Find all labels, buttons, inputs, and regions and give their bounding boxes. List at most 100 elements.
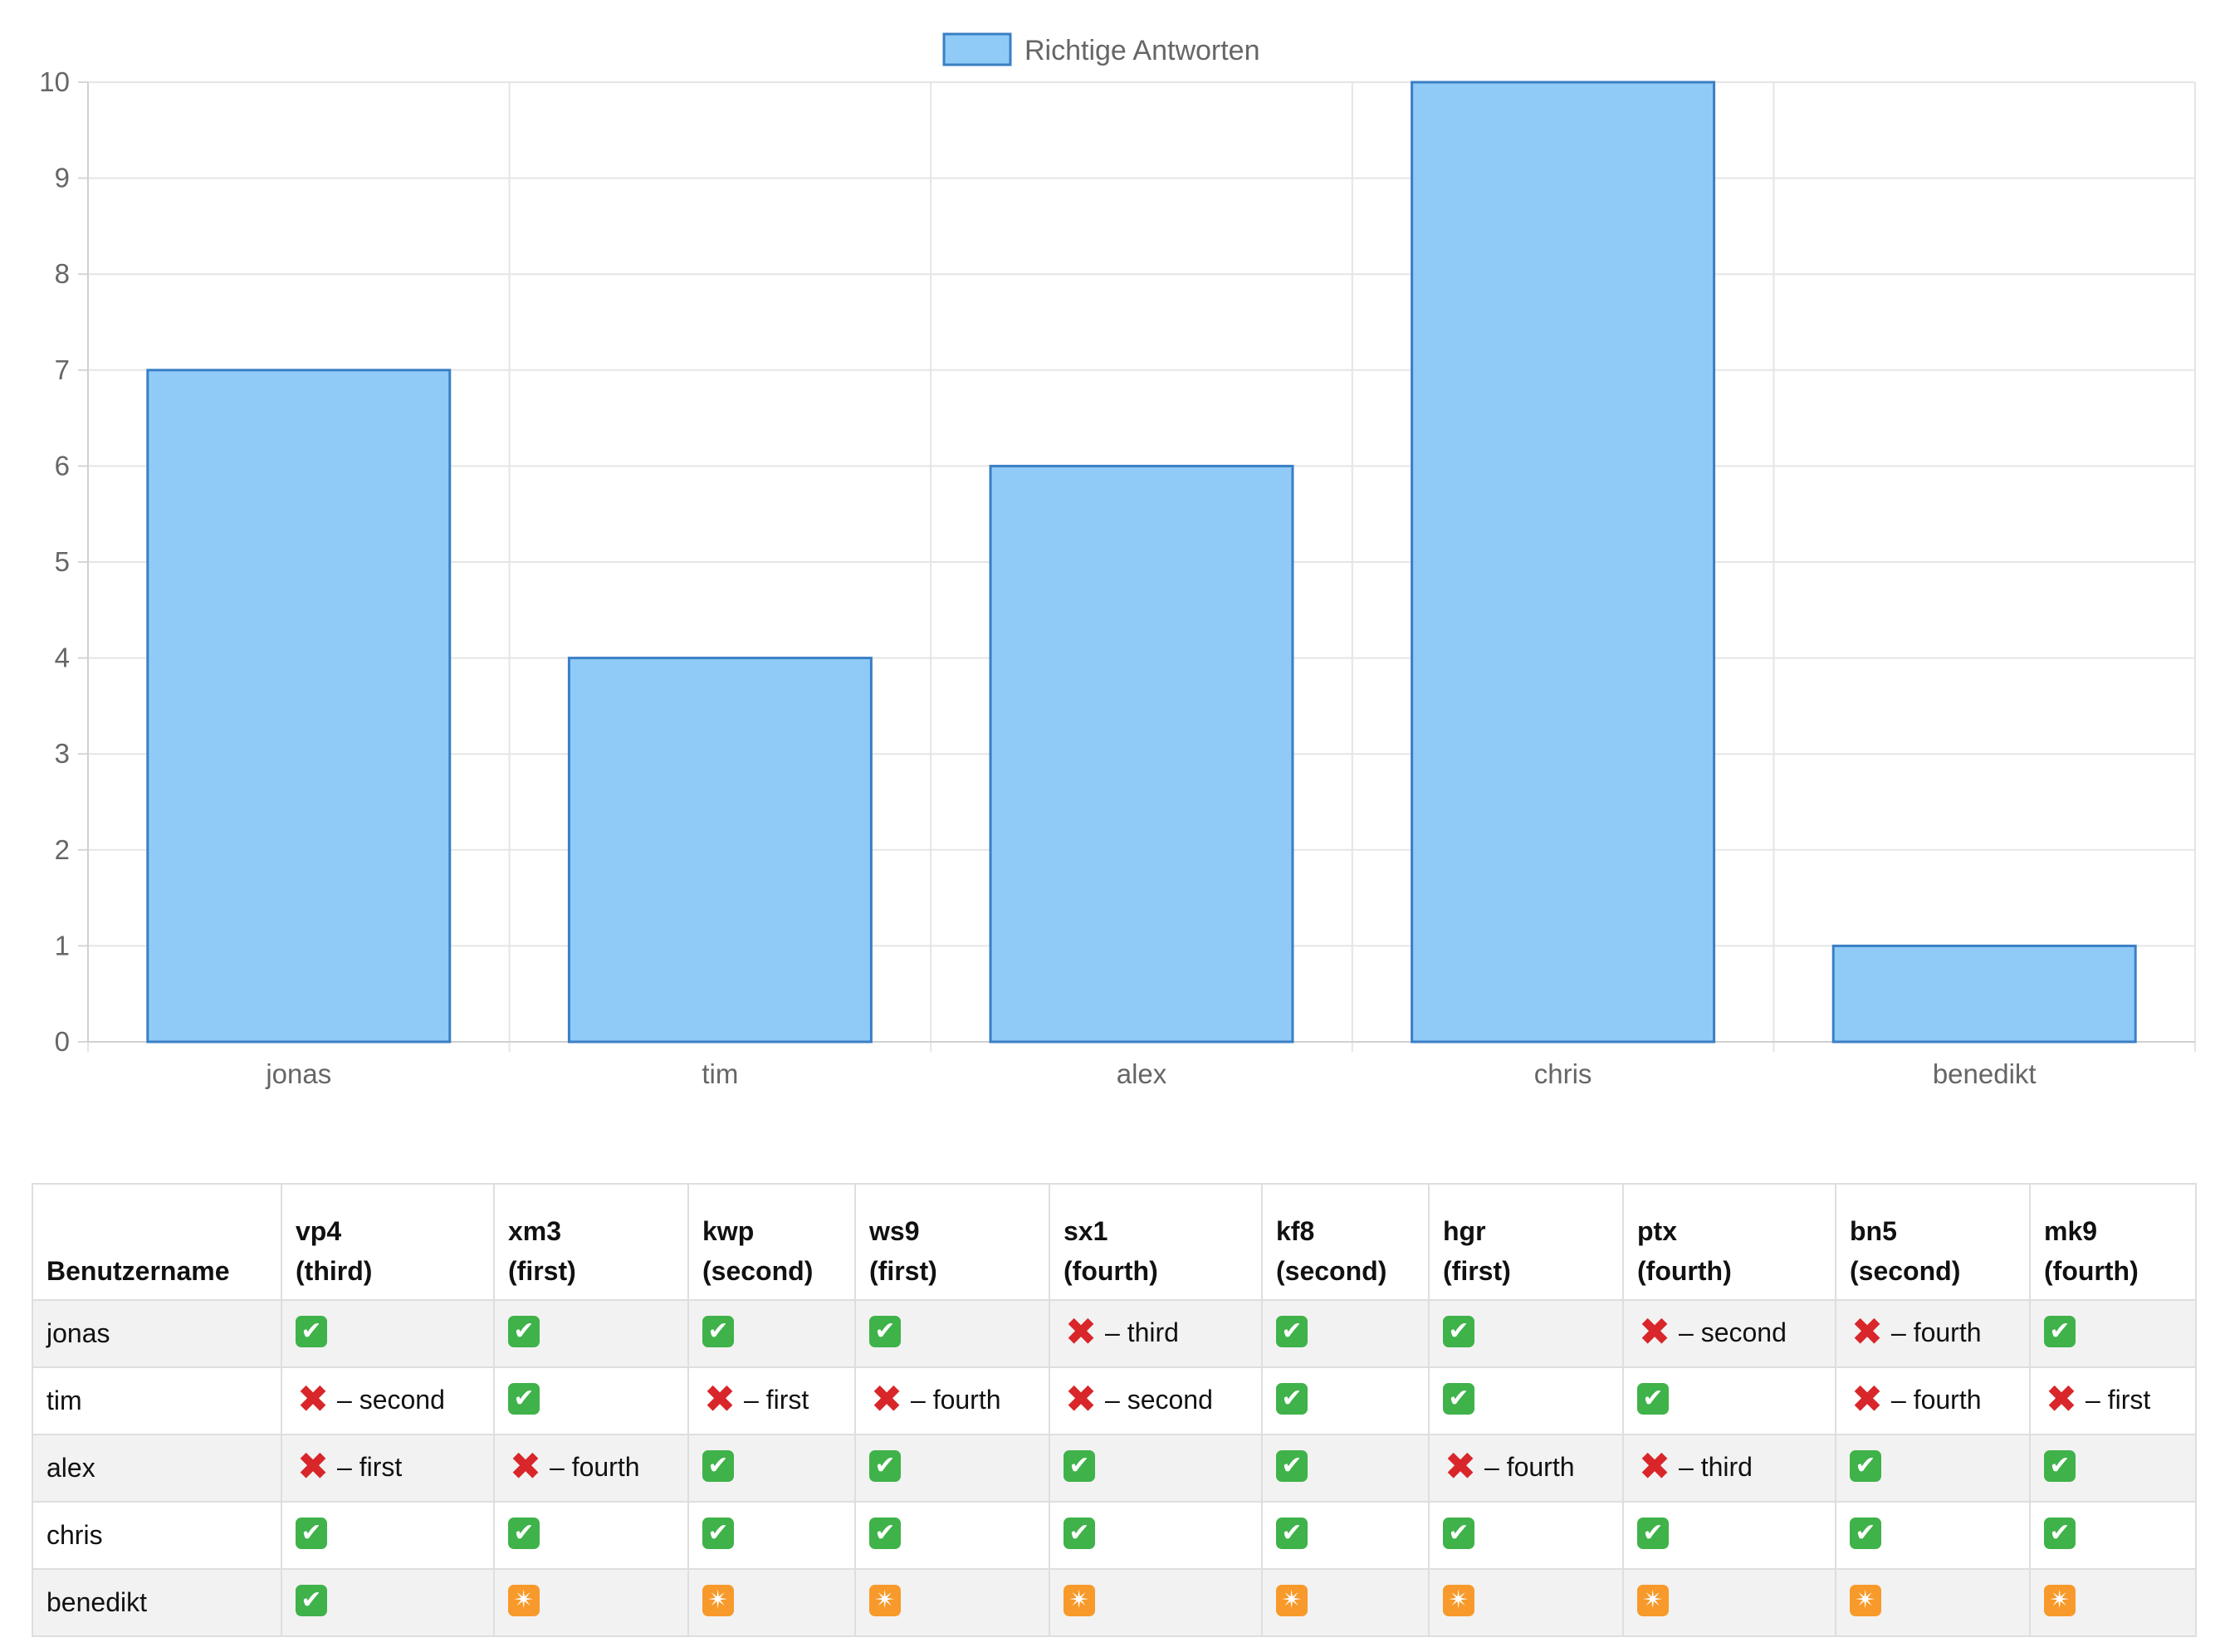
cross-mark-icon: ✖	[1444, 1444, 1477, 1489]
answer-cell: ✴	[1835, 1568, 2031, 1637]
cross-mark-icon: ✖	[870, 1376, 903, 1422]
answer-cell: ✔	[2029, 1299, 2197, 1368]
check-mark-button-icon: ✔	[2044, 1450, 2076, 1483]
wrong-answer-note: – first	[337, 1451, 403, 1482]
question-answer: (first)	[508, 1256, 576, 1286]
table-row: benedikt ✔ ✴ ✴ ✴ ✴ ✴ ✴ ✴ ✴ ✴	[32, 1568, 2197, 1637]
eight-pointed-star-icon: ✴	[702, 1585, 734, 1617]
username-cell: jonas	[32, 1299, 282, 1368]
bar-chris[interactable]	[1411, 81, 1716, 1043]
x-tick-label: benedikt	[1933, 1058, 2037, 1089]
check-mark-button-icon: ✔	[1637, 1383, 1669, 1415]
check-mark-button-icon: ✔	[296, 1585, 327, 1617]
y-axis: 0 1 2 3 4 5 6 7 8 9 10	[39, 66, 89, 1057]
answer-cell: ✔	[1261, 1299, 1430, 1368]
answer-cell: ✖ – third	[1622, 1434, 1836, 1503]
check-mark-button-icon: ✔	[702, 1518, 734, 1550]
cross-mark-icon: ✖	[509, 1444, 542, 1489]
answer-cell: ✴	[493, 1568, 689, 1637]
check-mark-button-icon: ✔	[508, 1518, 540, 1550]
answer-cell: ✖ – second	[1622, 1299, 1836, 1368]
bar-alex[interactable]	[989, 464, 1294, 1043]
wrong-answer-note: – fourth	[911, 1384, 1001, 1415]
answer-cell: ✴	[1428, 1568, 1624, 1637]
check-mark-button-icon: ✔	[1064, 1518, 1095, 1550]
answer-cell: ✖ – fourth	[854, 1366, 1050, 1435]
question-answer: (second)	[1276, 1256, 1387, 1286]
wrong-answer-note: – fourth	[1891, 1384, 1982, 1415]
username-cell: chris	[32, 1501, 282, 1570]
question-answer: (first)	[1443, 1256, 1511, 1286]
check-mark-button-icon: ✔	[1637, 1518, 1669, 1550]
answer-cell: ✔	[2029, 1434, 2197, 1503]
answer-cell: ✖ – fourth	[493, 1434, 689, 1503]
question-code: kwp	[702, 1216, 755, 1246]
answer-cell: ✔	[493, 1299, 689, 1368]
question-code: ws9	[869, 1216, 920, 1246]
answer-cell: ✔	[2029, 1501, 2197, 1570]
eight-pointed-star-icon: ✴	[1637, 1585, 1669, 1617]
answer-cell: ✖ – second	[281, 1366, 495, 1435]
cross-mark-icon: ✖	[1851, 1309, 1884, 1355]
x-tick-label: alex	[1117, 1058, 1167, 1089]
check-mark-button-icon: ✔	[508, 1316, 540, 1348]
y-tick-label: 4	[55, 643, 70, 673]
y-tick-label: 10	[39, 66, 70, 97]
question-answer: (first)	[869, 1256, 937, 1286]
wrong-answer-note: – second	[337, 1384, 445, 1415]
answer-cell: ✔	[1261, 1366, 1430, 1435]
answer-cell: ✔	[1835, 1434, 2031, 1503]
cross-mark-icon: ✖	[1064, 1376, 1098, 1422]
answer-cell: ✴	[2029, 1568, 2197, 1637]
question-answer: (fourth)	[2044, 1256, 2139, 1286]
question-code: xm3	[508, 1216, 562, 1246]
header-question-vp4: vp4 (third)	[281, 1183, 495, 1301]
check-mark-button-icon: ✔	[1443, 1383, 1474, 1415]
answer-cell: ✔	[1049, 1501, 1263, 1570]
header-question-bn5: bn5 (second)	[1835, 1183, 2031, 1301]
answer-cell: ✖ – fourth	[1835, 1299, 2031, 1368]
answer-cell: ✴	[1049, 1568, 1263, 1637]
check-mark-button-icon: ✔	[1276, 1383, 1308, 1415]
legend-label: Richtige Antworten	[1024, 35, 1260, 66]
answer-cell: ✖ – second	[1049, 1366, 1263, 1435]
header-question-hgr: hgr (first)	[1428, 1183, 1624, 1301]
bar-jonas[interactable]	[146, 369, 452, 1043]
answer-cell: ✔	[854, 1501, 1050, 1570]
wrong-answer-note: – first	[744, 1384, 809, 1415]
y-tick-label: 7	[55, 354, 70, 385]
header-question-mk9: mk9 (fourth)	[2029, 1183, 2197, 1301]
answer-cell: ✔	[1622, 1366, 1836, 1435]
eight-pointed-star-icon: ✴	[508, 1585, 540, 1617]
check-mark-button-icon: ✔	[508, 1383, 540, 1415]
check-mark-button-icon: ✔	[296, 1518, 327, 1550]
check-mark-button-icon: ✔	[296, 1316, 327, 1348]
check-mark-button-icon: ✔	[1276, 1450, 1308, 1483]
cross-mark-icon: ✖	[1064, 1309, 1098, 1355]
username-cell: benedikt	[32, 1568, 282, 1637]
bar-benedikt[interactable]	[1831, 944, 2137, 1043]
table-row: chris ✔ ✔ ✔ ✔ ✔ ✔ ✔ ✔ ✔ ✔	[32, 1501, 2197, 1570]
wrong-answer-note: – second	[1105, 1384, 1213, 1415]
question-code: kf8	[1276, 1216, 1315, 1246]
bar-tim[interactable]	[567, 657, 873, 1043]
answer-cell: ✴	[854, 1568, 1050, 1637]
question-answer: (fourth)	[1064, 1256, 1158, 1286]
check-mark-button-icon: ✔	[1850, 1450, 1881, 1483]
answer-cell: ✔	[854, 1434, 1050, 1503]
answer-cell: ✖ – first	[687, 1366, 856, 1435]
chart-bars	[146, 81, 2137, 1043]
table-row: jonas ✔ ✔ ✔ ✔ ✖ – third ✔ ✔ ✖ – second ✖ – fourth ✔	[32, 1299, 2197, 1368]
check-mark-button-icon: ✔	[1443, 1518, 1474, 1550]
wrong-answer-note: – second	[1679, 1317, 1787, 1347]
header-question-ws9: ws9 (first)	[854, 1183, 1050, 1301]
table-body: jonas ✔ ✔ ✔ ✔ ✖ – third ✔ ✔ ✖ – second ✖ – fourth ✔ ti…	[32, 1299, 2197, 1637]
cross-mark-icon: ✖	[1851, 1376, 1884, 1422]
eight-pointed-star-icon: ✴	[1276, 1585, 1308, 1617]
chart-legend[interactable]: Richtige Antworten	[942, 32, 1260, 66]
header-question-sx1: sx1 (fourth)	[1049, 1183, 1263, 1301]
check-mark-button-icon: ✔	[1276, 1316, 1308, 1348]
wrong-answer-note: – first	[2086, 1384, 2151, 1415]
x-tick-label: jonas	[265, 1058, 331, 1089]
answer-cell: ✔	[281, 1568, 495, 1637]
